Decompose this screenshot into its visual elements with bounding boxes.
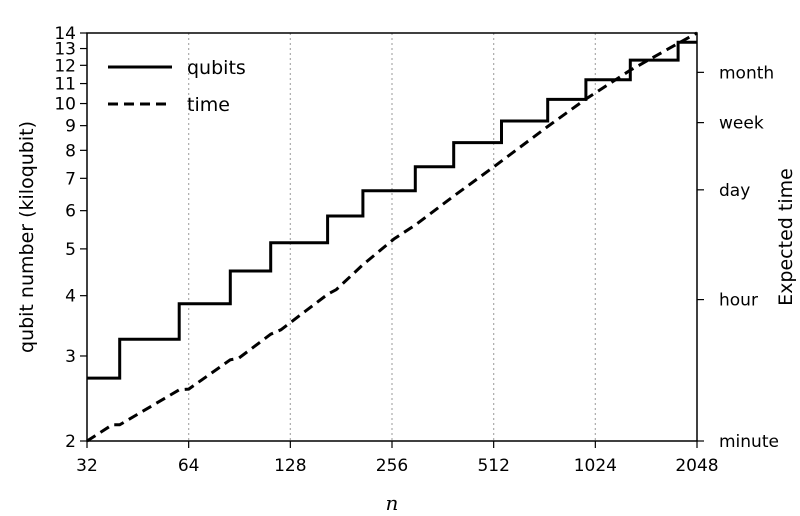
x-axis: 32 64 128 256 512 1024 2048 xyxy=(76,441,719,476)
y-tick-label: 3 xyxy=(65,347,76,367)
x-tick-label: 512 xyxy=(477,456,509,476)
y2-tick-label: minute xyxy=(719,432,779,452)
legend-label-qubits: qubits xyxy=(187,57,246,79)
y-tick-label: 5 xyxy=(65,240,76,260)
x-tick-label: 2048 xyxy=(675,456,718,476)
y2-axis-title: Expected time xyxy=(775,168,797,306)
y2-tick-label: hour xyxy=(719,291,758,311)
y-tick-label: 11 xyxy=(54,75,76,95)
y2-tick-label: week xyxy=(719,114,764,134)
x-tick-label: 1024 xyxy=(574,456,617,476)
series-time-line xyxy=(86,31,698,443)
series-layer xyxy=(86,31,698,443)
y-tick-label: 10 xyxy=(54,95,76,115)
y-tick-label: 7 xyxy=(65,169,76,189)
y-axis-title: qubit number (kiloqubit) xyxy=(16,121,38,353)
y-tick-label: 13 xyxy=(54,40,76,60)
legend-label-time: time xyxy=(187,94,230,116)
y-tick-label: 9 xyxy=(65,117,76,137)
y2-tick-label: day xyxy=(719,181,750,201)
x-tick-label: 32 xyxy=(76,456,98,476)
x-axis-title: n xyxy=(386,491,399,515)
x-tick-label: 128 xyxy=(274,456,306,476)
y-tick-label: 4 xyxy=(65,287,76,307)
y2-tick-label: month xyxy=(719,63,774,83)
legend: qubits time xyxy=(108,57,246,116)
grid xyxy=(188,33,596,441)
x-tick-label: 64 xyxy=(178,456,200,476)
y-tick-label: 2 xyxy=(65,432,76,452)
y-tick-label: 8 xyxy=(65,141,76,161)
y-tick-label: 6 xyxy=(65,202,76,222)
y2-axis: minute hour day week month xyxy=(697,63,779,452)
series-qubits-line xyxy=(87,40,697,380)
y-tick-label: 14 xyxy=(54,24,76,44)
y-tick-label: 12 xyxy=(54,56,76,76)
x-tick-label: 256 xyxy=(376,456,408,476)
